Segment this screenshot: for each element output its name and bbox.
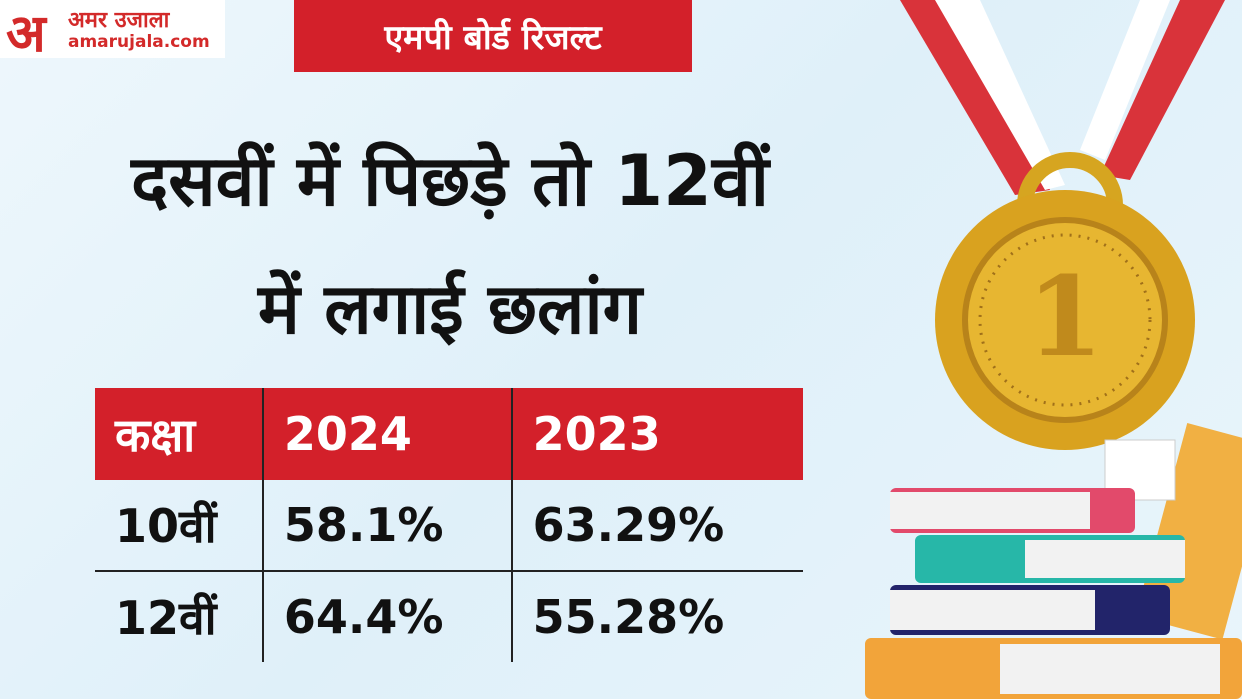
logo-mark: अ [6, 3, 46, 64]
table-row: 12वीं 64.4% 55.28% [95, 571, 803, 662]
medal-label: 1 [1027, 252, 1104, 381]
header-cell: 2023 [510, 388, 803, 480]
ribbon [1080, 0, 1170, 160]
pages [890, 492, 1090, 529]
logo-site: amarujala.com [68, 32, 210, 52]
logo-name: अमर उजाला [68, 8, 170, 33]
table-cell: 58.1% [261, 480, 512, 572]
medal-dots [978, 233, 1152, 407]
table-cell: 63.29% [510, 480, 803, 572]
table-cell: 55.28% [510, 571, 803, 662]
pages [890, 590, 1095, 630]
illustration: 1 [865, 0, 1242, 699]
title-line: दसवीं में पिछड़े तो 12वीं [131, 140, 769, 222]
folder [1135, 423, 1242, 640]
pages [1000, 644, 1220, 694]
table-cell: 10वीं [95, 480, 263, 572]
table-body: 10वीं 58.1% 63.29% 12वीं 64.4% 55.28% [95, 480, 803, 662]
pages [1025, 540, 1185, 578]
table-cell: 64.4% [261, 571, 512, 662]
ribbon [1100, 0, 1225, 180]
header-cell: कक्षा [95, 388, 263, 480]
medal-inner [962, 217, 1168, 423]
logo: अ अमर उजाला amarujala.com [0, 0, 225, 64]
header-cell: 2024 [261, 388, 512, 480]
tag: एमपी बोर्ड रिजल्ट [294, 0, 692, 72]
table-row: 10वीं 58.1% 63.29% [95, 480, 803, 572]
title-line: में लगाई छलांग [257, 268, 643, 350]
table-cell: 12वीं [115, 591, 217, 645]
ribbon [900, 0, 1050, 195]
ribbon [935, 0, 1065, 190]
results-table: कक्षा 2024 2023 10वीं 58.1% 63.29% 12वीं 64.… [95, 388, 803, 662]
